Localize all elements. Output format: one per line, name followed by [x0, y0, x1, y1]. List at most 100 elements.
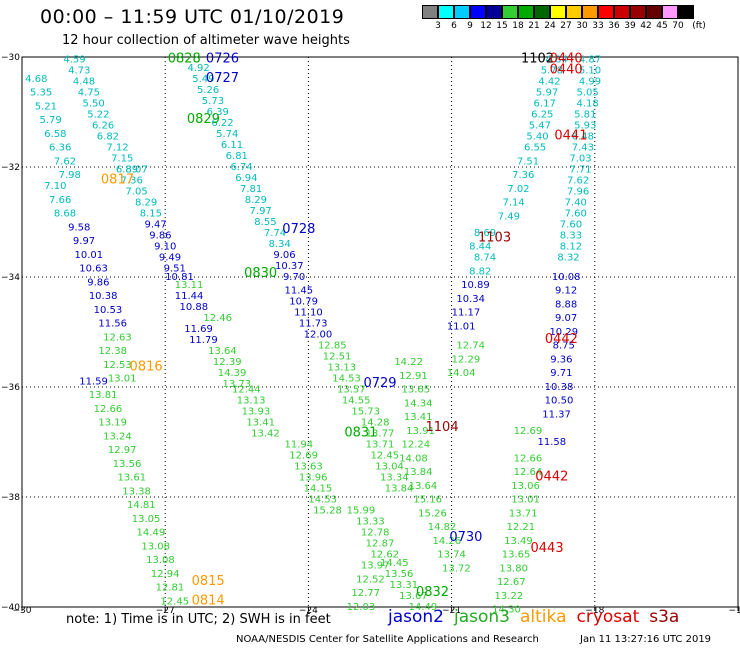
data-label: 13.71 — [366, 440, 395, 451]
y-tick-label: −32 — [1, 163, 20, 173]
data-label: 12.85 — [318, 341, 347, 352]
note-text: note: 1) Time is in UTC; 2) SWH is in fe… — [66, 612, 331, 627]
legend-entry: jason3 — [454, 607, 510, 627]
data-label: 7.96 — [567, 187, 589, 198]
data-label: 5.79 — [40, 115, 62, 126]
data-label: 11.01 — [447, 321, 476, 332]
data-label: 9.58 — [68, 222, 90, 233]
data-label: 14.34 — [404, 398, 433, 409]
data-label: 7.02 — [507, 184, 529, 195]
legend-entry: jason2 — [388, 607, 444, 627]
y-tick-label: −30 — [1, 53, 20, 63]
pass-time-label: 0831 — [344, 426, 377, 441]
data-label: 9.70 — [283, 272, 305, 283]
colorbar-swatch — [598, 5, 614, 19]
data-label: 13.81 — [89, 390, 118, 401]
data-label: 13.64 — [409, 481, 438, 492]
data-label: 5.05 — [577, 88, 599, 99]
data-label: 4.75 — [78, 88, 100, 99]
data-label: 12.03 — [347, 602, 376, 613]
data-label: 14.53 — [308, 495, 337, 506]
legend-entry: altika — [520, 607, 567, 627]
timestamp-text: Jan 11 13:27:16 UTC 2019 — [580, 634, 712, 645]
data-label: 11.10 — [294, 308, 323, 319]
data-label: 13.41 — [404, 412, 433, 423]
data-label: 4.73 — [68, 66, 90, 77]
data-label: 13.56 — [385, 569, 414, 580]
data-label: 8.55 — [254, 217, 276, 228]
data-label: 12.77 — [351, 588, 380, 599]
colorbar-tick-label: 39 — [624, 21, 636, 31]
data-label: 8.88 — [555, 299, 577, 310]
data-label: 10.79 — [289, 297, 318, 308]
data-label: 8.34 — [269, 239, 291, 250]
data-label: 12.67 — [497, 577, 526, 588]
data-label: 14.28 — [361, 418, 390, 429]
pass-time-label: 0440 — [550, 63, 583, 78]
colorbar-tick-label: 18 — [512, 21, 524, 31]
data-label: 10.63 — [79, 264, 108, 275]
data-label: 14.49 — [137, 528, 166, 539]
data-label: 11.94 — [285, 440, 314, 451]
data-label: 7.60 — [565, 209, 587, 220]
colorbar-swatch — [566, 5, 582, 19]
data-label: 13.38 — [122, 486, 151, 497]
data-label: 7.15 — [111, 154, 133, 165]
data-label: 12.63 — [103, 332, 132, 343]
data-label: 10.29 — [549, 327, 578, 338]
data-label: 12.81 — [156, 583, 185, 594]
data-label: 9.36 — [550, 354, 572, 365]
data-label: 14.39 — [218, 368, 247, 379]
pass-time-label: 0816 — [130, 360, 163, 375]
data-label: 12.87 — [366, 539, 395, 550]
data-label: 6.26 — [92, 121, 114, 132]
data-label: 5.73 — [202, 96, 224, 107]
colorbar-swatch — [422, 5, 438, 19]
data-label: 10.89 — [461, 280, 490, 291]
y-tick-label: −40 — [1, 603, 20, 613]
colorbar-tick-label: 30 — [576, 21, 588, 31]
colorbar-tick-label: 12 — [480, 21, 492, 31]
pass-time-label: 0830 — [244, 266, 277, 281]
data-label: 12.69 — [289, 451, 318, 462]
data-label: 4.48 — [73, 77, 95, 88]
data-label: 8.44 — [469, 242, 491, 253]
colorbar-swatch — [502, 5, 518, 19]
data-label: 13.19 — [98, 418, 127, 429]
data-label: 6.89 — [116, 165, 138, 176]
data-label: 7.66 — [49, 195, 71, 206]
data-label: 6.94 — [235, 173, 257, 184]
data-label: 12.91 — [399, 371, 428, 382]
x-tick-label: −21 — [442, 606, 461, 616]
colorbar-tick-label: 6 — [451, 21, 457, 31]
data-label: 13.01 — [108, 374, 137, 385]
data-label: 10.50 — [545, 396, 574, 407]
pass-time-label: 1102 — [521, 52, 554, 67]
pass-time-label: 0828 — [168, 52, 201, 67]
data-label: 11.79 — [189, 335, 218, 346]
data-label: 13.04 — [375, 462, 404, 473]
data-label: 11.59 — [79, 376, 108, 387]
data-label: 10.37 — [275, 261, 304, 272]
data-label: 7.14 — [503, 198, 525, 209]
data-label: 8.82 — [469, 266, 491, 277]
data-label: 13.84 — [385, 484, 414, 495]
data-label: 13.71 — [509, 508, 538, 519]
data-label: 5.74 — [216, 129, 238, 140]
x-tick-label: −30 — [13, 606, 32, 616]
data-label: 6.25 — [531, 110, 553, 121]
colorbar-tick-label: 15 — [496, 21, 508, 31]
data-label: 8.68 — [54, 209, 76, 220]
x-tick-label: −18 — [585, 606, 604, 616]
data-label: 11.73 — [299, 319, 328, 330]
data-label: 7.98 — [59, 170, 81, 181]
data-label: 4.42 — [538, 77, 560, 88]
data-label: 5.50 — [82, 99, 104, 110]
data-label: 13.56 — [113, 459, 142, 470]
data-label: 14.26 — [433, 536, 462, 547]
colorbar-swatch — [678, 5, 694, 19]
data-label: 13.97 — [361, 561, 390, 572]
data-label: 8.74 — [474, 253, 496, 264]
data-label: 13.33 — [356, 517, 385, 528]
data-label: 7.62 — [567, 176, 589, 187]
